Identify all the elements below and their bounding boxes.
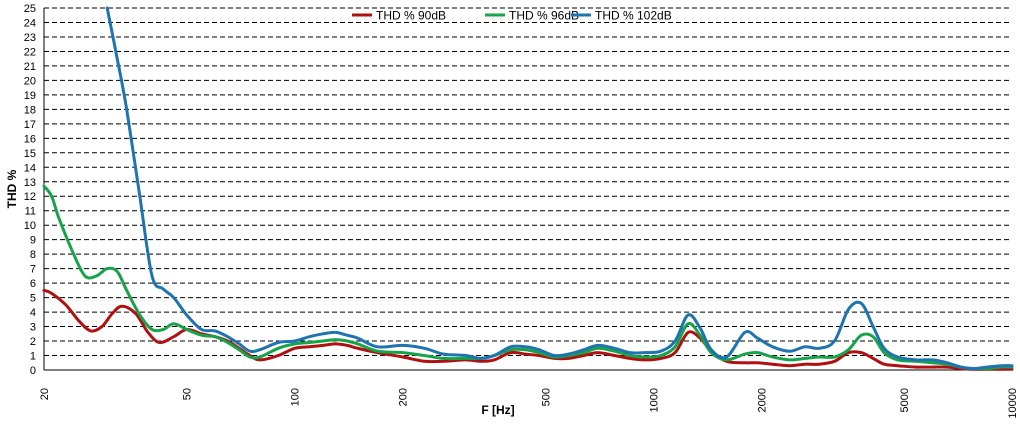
legend: THD % 90dB THD % 96dB THD % 102dB bbox=[352, 9, 672, 23]
y-tick-label: 23 bbox=[24, 32, 36, 44]
legend-label: THD % 96dB bbox=[509, 9, 579, 23]
y-tick-label: 14 bbox=[24, 162, 36, 174]
y-tick-label: 8 bbox=[30, 249, 36, 261]
y-tick-label: 6 bbox=[30, 278, 36, 290]
y-tick-label: 4 bbox=[30, 307, 36, 319]
y-tick-label: 2 bbox=[30, 336, 36, 348]
grid-lines bbox=[44, 7, 1012, 357]
x-tick-label: 100 bbox=[290, 388, 302, 406]
y-tick-label: 9 bbox=[30, 235, 36, 247]
y-tick-label: 16 bbox=[24, 133, 36, 145]
y-tick-label: 13 bbox=[24, 177, 36, 189]
y-tick-label: 25 bbox=[24, 3, 36, 15]
x-tick-labels: 20 50 100 200 500 1000 2000 5000 10000 bbox=[39, 388, 1019, 419]
y-tick-label: 0 bbox=[30, 365, 36, 377]
x-tick-label: 500 bbox=[540, 388, 552, 406]
y-tick-label: 24 bbox=[24, 17, 36, 29]
series-line-3 bbox=[105, 6, 1014, 371]
y-tick-label: 20 bbox=[24, 75, 36, 87]
x-tick-label: 50 bbox=[182, 388, 194, 400]
series-line-2 bbox=[42, 184, 1014, 371]
y-axis-title: THD % bbox=[5, 169, 19, 208]
y-tick-label: 18 bbox=[24, 104, 36, 116]
y-tick-label: 19 bbox=[24, 90, 36, 102]
x-axis-title: F [Hz] bbox=[481, 403, 514, 417]
y-tick-label: 7 bbox=[30, 264, 36, 276]
x-tick-label: 1000 bbox=[648, 388, 660, 412]
y-tick-label: 22 bbox=[24, 46, 36, 58]
legend-label: THD % 90dB bbox=[376, 9, 446, 23]
y-tick-label: 21 bbox=[24, 61, 36, 73]
x-tick-label: 5000 bbox=[899, 388, 911, 412]
legend-label: THD % 102dB bbox=[595, 9, 672, 23]
y-tick-label: 1 bbox=[30, 351, 36, 363]
series-lines bbox=[42, 6, 1014, 371]
y-tick-label: 10 bbox=[24, 220, 36, 232]
series-line-1 bbox=[42, 288, 1014, 371]
x-tick-label: 200 bbox=[398, 388, 410, 406]
x-tick-label: 20 bbox=[39, 388, 51, 400]
y-tick-label: 17 bbox=[24, 119, 36, 131]
x-tick-label: 2000 bbox=[756, 388, 768, 412]
y-tick-label: 5 bbox=[30, 293, 36, 305]
y-tick-label: 12 bbox=[24, 191, 36, 203]
y-tick-label: 15 bbox=[24, 148, 36, 160]
y-tick-label: 11 bbox=[25, 206, 36, 218]
y-tick-labels: 0123456789101112131415161718192021222324… bbox=[24, 3, 36, 377]
x-tick-label: 10000 bbox=[1007, 388, 1019, 419]
y-tick-label: 3 bbox=[30, 322, 36, 334]
